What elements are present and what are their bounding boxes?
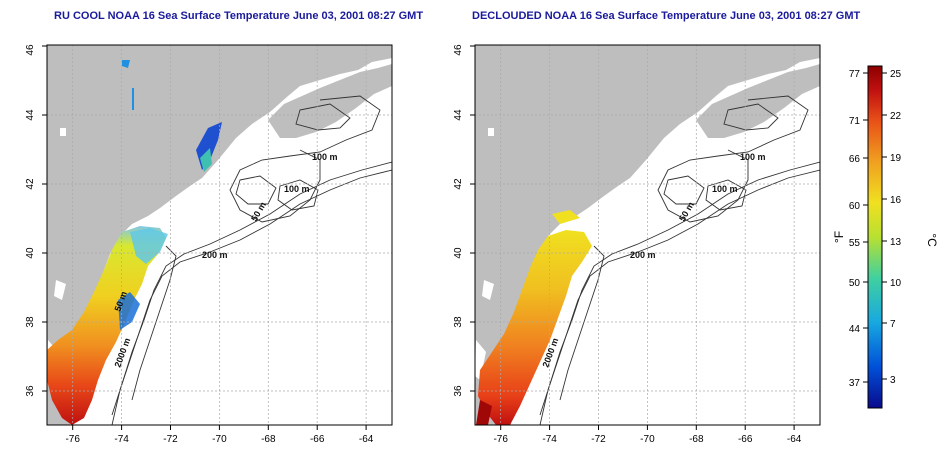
right-land [475,45,820,425]
colorbar-ticks [863,72,887,383]
colorbar-f-tick-label: 71 [849,116,861,127]
right-y-tick-label: 36 [453,385,464,397]
right-contour-label: 100 m [740,152,766,162]
left-y-tick-label: 46 [25,44,36,56]
right-x-tick-label: -70 [640,434,655,445]
right-x-tick-label: -74 [542,434,557,445]
left-contours [111,95,392,425]
left-y-tick-label: 40 [25,247,36,259]
colorbar-c-unit: °C [925,233,939,247]
colorbar: 77 71 66 60 55 50 44 37 25 22 19 16 13 1… [832,65,939,409]
right-map-title: DECLOUDED NOAA 16 Sea Surface Temperatur… [472,10,861,22]
right-y-tick-label: 42 [453,178,464,190]
left-cold-pixels [122,60,134,110]
colorbar-c-tick-label: 7 [890,319,896,330]
left-contour-label: 100 m [284,184,310,194]
colorbar-f-tick-label: 44 [849,324,861,335]
right-axis-ticks [470,45,795,430]
right-map-panel: 100 m 100 m 50 m 200 m 2000 m -76 -74 -7… [453,44,821,445]
left-nova-scotia [268,64,392,138]
right-sst-field [478,230,592,425]
left-map-panel: 100 m 100 m 50 m 200 m 50 m 2000 m -76 -… [25,44,393,445]
left-x-tick-label: -74 [114,434,129,445]
left-land [47,45,392,425]
left-cloud-edge [130,228,168,264]
left-sst-field [47,226,166,425]
colorbar-c-tick-label: 25 [890,69,902,80]
colorbar-f-tick-label: 77 [849,69,861,80]
right-x-tick-label: -72 [591,434,606,445]
left-contour-label: 100 m [312,152,338,162]
colorbar-c-tick-label: 19 [890,153,902,164]
colorbar-f-unit: °F [832,231,846,243]
right-nova-scotia [696,64,820,138]
left-axis-ticks [42,45,367,430]
right-x-tick-label: -76 [493,434,508,445]
right-x-tick-label: -68 [689,434,704,445]
right-y-tick-label: 44 [453,109,464,121]
left-x-tick-label: -68 [261,434,276,445]
left-x-tick-label: -64 [359,434,374,445]
colorbar-c-tick-label: 13 [890,237,902,248]
right-contours [539,95,820,425]
right-y-tick-label: 38 [453,316,464,328]
colorbar-f-tick-label: 55 [849,238,861,249]
left-cool-patch [200,148,212,172]
right-contour-label: 200 m [630,250,656,260]
left-grid [47,45,392,425]
colorbar-f-tick-label: 37 [849,378,861,389]
right-sst-patch [552,210,580,224]
colorbar-c-tick-label: 3 [890,375,896,386]
left-x-tick-label: -70 [212,434,227,445]
colorbar-f-tick-label: 66 [849,154,861,165]
left-y-tick-label: 38 [25,316,36,328]
left-y-tick-label: 42 [25,178,36,190]
left-y-tick-label: 36 [25,385,36,397]
right-y-tick-label: 40 [453,247,464,259]
left-map-title: RU COOL NOAA 16 Sea Surface Temperature … [54,10,424,22]
colorbar-f-tick-label: 50 [849,278,861,289]
left-x-tick-label: -66 [310,434,325,445]
left-y-tick-label: 44 [25,109,36,121]
right-warm-patch [476,400,492,425]
colorbar-ramp [867,65,883,409]
colorbar-f-tick-label: 60 [849,201,861,212]
colorbar-c-tick-label: 22 [890,111,902,122]
right-x-tick-label: -64 [787,434,802,445]
right-y-tick-label: 46 [453,44,464,56]
right-contour-label: 100 m [712,184,738,194]
left-contour-label: 200 m [202,250,228,260]
right-inland-water [475,128,494,380]
colorbar-c-tick-label: 16 [890,195,902,206]
colorbar-c-tick-label: 10 [890,278,902,289]
left-cold-streak [118,292,140,330]
left-x-tick-label: -76 [65,434,80,445]
right-x-tick-label: -66 [738,434,753,445]
left-x-tick-label: -72 [163,434,178,445]
right-grid [475,45,820,425]
